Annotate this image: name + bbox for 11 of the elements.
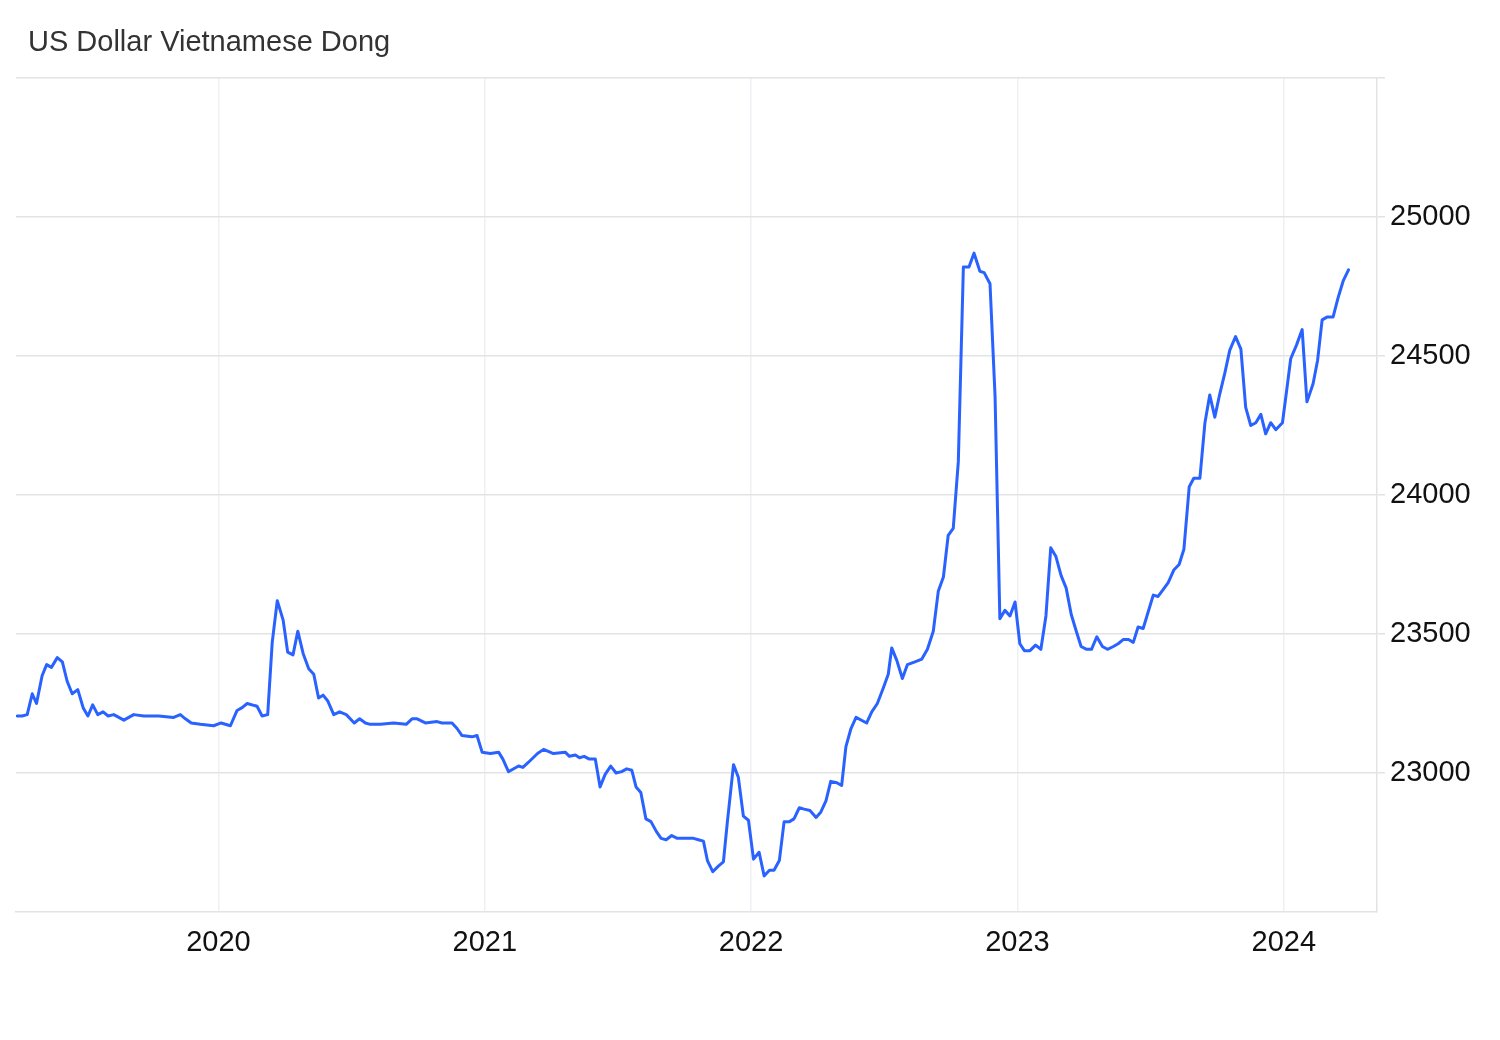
y-tick-label: 23000: [1390, 755, 1471, 787]
x-tick-label: 2023: [985, 925, 1050, 958]
y-tick-label: 25000: [1390, 199, 1471, 231]
x-tick-label: 2022: [718, 925, 784, 958]
x-tick-label: 2021: [452, 925, 518, 958]
x-tick-label: 2024: [1251, 925, 1317, 958]
y-tick-label: 23500: [1390, 616, 1471, 648]
y-tick-label: 24500: [1390, 338, 1471, 370]
chart-title: US Dollar Vietnamese Dong: [28, 24, 391, 58]
x-tick-label: 2020: [186, 925, 251, 958]
y-tick-label: 24000: [1390, 477, 1471, 509]
